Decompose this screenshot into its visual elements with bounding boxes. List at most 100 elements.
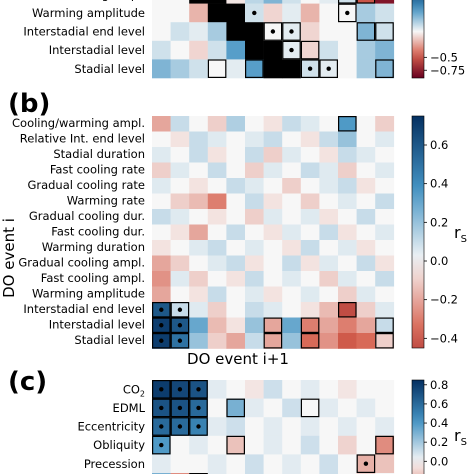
heatmap-cell xyxy=(189,317,209,334)
heatmap-cell xyxy=(338,398,357,418)
heatmap-cell xyxy=(300,417,320,437)
heatmap-cell xyxy=(207,454,227,474)
row-label: Gradual cooling dur. xyxy=(29,209,145,223)
heatmap-cell xyxy=(300,255,320,272)
colorbar-label: rS xyxy=(454,426,467,448)
heatmap-cell xyxy=(226,193,246,210)
heatmap-cell xyxy=(338,209,357,225)
heatmap-cell xyxy=(226,178,246,194)
heatmap-cell xyxy=(245,0,264,4)
colorbar-tick-label: 0.4 xyxy=(430,416,448,430)
heatmap-cell xyxy=(282,224,302,241)
heatmap-cell xyxy=(338,240,357,256)
heatmap-cell xyxy=(319,162,339,179)
heatmap-cell xyxy=(152,454,171,474)
heatmap-cell xyxy=(338,317,357,334)
row-label: Fast cooling ampl. xyxy=(41,271,145,285)
heatmap-cell xyxy=(152,40,171,60)
heatmap-cell xyxy=(226,255,246,272)
heatmap-cell xyxy=(375,417,395,437)
heatmap-cell xyxy=(375,398,395,418)
heatmap-cell xyxy=(226,147,246,163)
row-label: Gradual cooling ampl. xyxy=(18,256,145,270)
heatmap-cell xyxy=(282,380,302,399)
heatmap-cell xyxy=(226,380,246,399)
heatmap-cell xyxy=(152,224,171,241)
heatmap-cell xyxy=(375,286,395,303)
heatmap-cell xyxy=(356,435,376,455)
heatmap-cell xyxy=(245,59,264,79)
heatmap-cell xyxy=(356,286,376,303)
heatmap-cell xyxy=(152,286,171,303)
colorbar-tick-label: 0.8 xyxy=(430,378,448,392)
heatmap-cell xyxy=(300,147,320,163)
heatmap-cell xyxy=(300,209,320,225)
heatmap-cell xyxy=(189,22,209,42)
heatmap-cell xyxy=(375,0,395,4)
significance-outline xyxy=(282,22,301,41)
heatmap-cell xyxy=(263,454,283,474)
heatmap-cell xyxy=(189,162,209,179)
significance-outline xyxy=(375,333,394,349)
heatmap-cell xyxy=(263,162,283,179)
heatmap-cell xyxy=(300,398,320,418)
significance-outline xyxy=(207,59,227,78)
heatmap-cell xyxy=(300,317,320,334)
heatmap-cell xyxy=(356,398,376,418)
heatmap-cell xyxy=(356,255,376,272)
heatmap-cell xyxy=(189,255,209,272)
heatmap-cell xyxy=(282,178,302,194)
y-axis-label-b: DO event i xyxy=(0,218,18,298)
heatmap-cell xyxy=(263,417,283,437)
heatmap-cell xyxy=(170,22,190,42)
heatmap-cell xyxy=(207,380,227,399)
heatmap-cell xyxy=(226,116,246,132)
heatmap-cell xyxy=(356,162,376,179)
heatmap-cell xyxy=(207,240,227,256)
heatmap-cell xyxy=(207,398,227,418)
significance-dot xyxy=(307,66,313,71)
heatmap-cell xyxy=(319,435,339,455)
heatmap-cell xyxy=(319,380,339,399)
heatmap-cell xyxy=(207,162,227,179)
heatmap-cell xyxy=(189,116,209,132)
heatmap-cell xyxy=(319,286,339,303)
heatmap-cell xyxy=(356,116,376,132)
heatmap-cell xyxy=(356,302,376,318)
panel-label-c: (c) xyxy=(8,367,47,397)
heatmap-cell xyxy=(375,380,395,399)
row-label: Gradual cooling rate xyxy=(27,178,145,192)
colorbar-tick-label: 0.6 xyxy=(430,397,448,411)
heatmap-cell xyxy=(319,0,339,4)
heatmap-cell xyxy=(338,286,357,303)
heatmap-cell xyxy=(338,116,357,132)
significance-outline xyxy=(356,0,376,4)
heatmap-cell xyxy=(300,286,320,303)
heatmap-cell xyxy=(356,40,376,60)
heatmap-cell xyxy=(170,193,190,210)
panel-label-b: (b) xyxy=(8,89,50,119)
row-label: Precession xyxy=(84,457,145,471)
heatmap-cell xyxy=(282,116,302,132)
heatmap-cell xyxy=(189,147,209,163)
significance-outline xyxy=(300,59,320,78)
heatmap-cell xyxy=(282,333,302,349)
heatmap-cell xyxy=(282,398,302,418)
heatmap-cell xyxy=(152,22,171,42)
significance-outline xyxy=(375,317,394,334)
significance-outline xyxy=(300,398,320,418)
significance-outline xyxy=(338,3,357,23)
row-label: Fast cooling rate xyxy=(50,163,145,177)
heatmap-cell xyxy=(170,209,190,225)
heatmap-cell xyxy=(356,147,376,163)
heatmap-cell xyxy=(245,255,264,272)
heatmap-cell xyxy=(226,240,246,256)
significance-dot xyxy=(177,387,183,392)
heatmap-cell xyxy=(282,240,302,256)
heatmap-cell xyxy=(207,333,227,349)
significance-outline xyxy=(189,380,208,399)
significance-outline xyxy=(152,417,171,436)
significance-dot xyxy=(159,424,164,429)
heatmap-cell xyxy=(189,3,209,23)
significance-outline xyxy=(152,317,171,334)
